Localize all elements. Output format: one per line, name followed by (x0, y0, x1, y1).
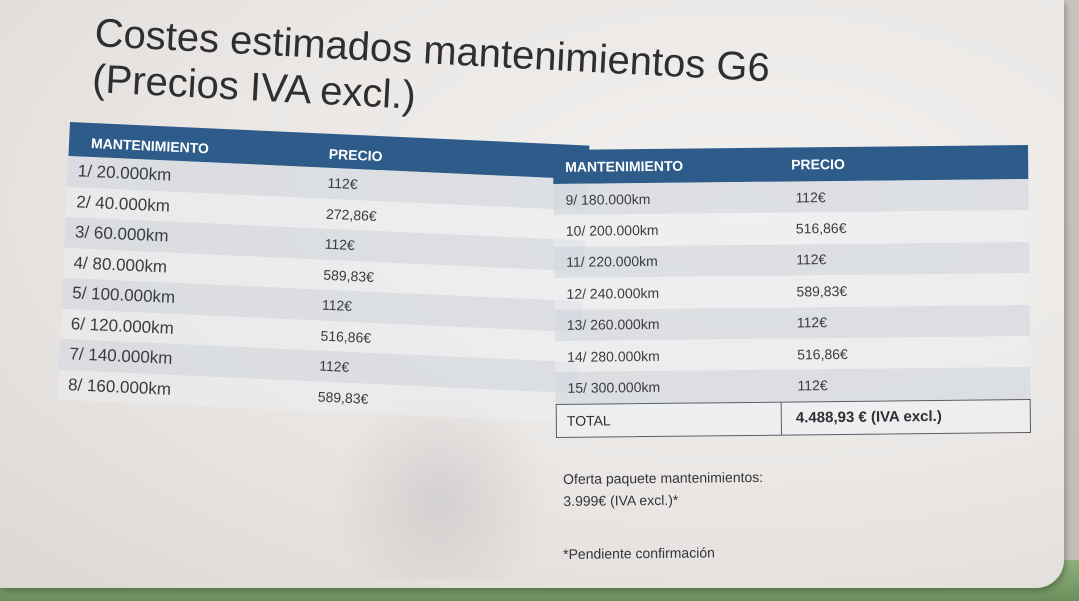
pending-note: *Pendiente confirmación (563, 544, 715, 562)
maintenance-cell: 13/ 260.000km (566, 316, 660, 334)
maintenance-cell: 10/ 200.000km (565, 221, 659, 239)
price-cell: 112€ (795, 188, 826, 206)
table-body: 9/ 180.000km 112€ 10/ 200.000km 516,86€ … (553, 179, 1031, 404)
price-cell: 112€ (797, 377, 828, 394)
header-maintenance: MANTENIMIENTO (565, 157, 684, 175)
maintenance-cell: 8/ 160.000km (67, 374, 172, 399)
maintenance-table-right: MANTENIMIENTO PRECIO 9/ 180.000km 112€ 1… (553, 145, 1031, 438)
table-row: 10/ 200.000km 516,86€ (553, 210, 1029, 247)
table-row: 15/ 300.000km 112€ (555, 367, 1031, 404)
maintenance-cell: 9/ 180.000km (565, 190, 651, 208)
table-row: 13/ 260.000km 112€ (554, 304, 1030, 341)
total-label: TOTAL (556, 402, 783, 437)
maintenance-cell: 11/ 220.000km (566, 253, 658, 271)
table-body: 1/ 20.000km 112€ 2/ 40.000km 272,86€ 3/ … (57, 155, 588, 424)
paper-sheet: Costes estimados mantenimientos G6 (Prec… (0, 0, 1064, 588)
table-row: 9/ 180.000km 112€ (553, 179, 1029, 216)
table-row: 11/ 220.000km 112€ (554, 241, 1030, 279)
price-cell: 112€ (796, 251, 827, 268)
price-cell: 589,83€ (317, 388, 369, 407)
price-cell: 112€ (796, 314, 828, 331)
maintenance-cell: 12/ 240.000km (566, 284, 660, 302)
price-cell: 589,83€ (796, 282, 848, 300)
price-cell: 516,86€ (795, 220, 847, 237)
price-cell: 516,86€ (797, 345, 848, 363)
offer-line-2: 3.999€ (IVA excl.)* (563, 491, 679, 509)
total-row: TOTAL 4.488,93 € (IVA excl.) (555, 398, 1031, 438)
package-offer: Oferta paquete mantenimientos: 3.999€ (I… (563, 466, 763, 512)
table-row: 14/ 280.000km 516,86€ (554, 335, 1031, 373)
maintenance-cell: 15/ 300.000km (567, 378, 661, 396)
total-value: 4.488,93 € (IVA excl.) (795, 408, 942, 427)
maintenance-table-left: MANTENIMIENTO PRECIO 1/ 20.000km 112€ 2/… (57, 122, 590, 424)
header-price: PRECIO (791, 155, 845, 173)
page-title: Costes estimados mantenimientos G6 (Prec… (91, 10, 771, 137)
offer-line-1: Oferta paquete mantenimientos: (563, 468, 764, 487)
table-row: 12/ 240.000km 589,83€ (554, 273, 1030, 310)
table-header: MANTENIMIENTO PRECIO (553, 145, 1029, 184)
maintenance-cell: 14/ 280.000km (567, 347, 660, 365)
